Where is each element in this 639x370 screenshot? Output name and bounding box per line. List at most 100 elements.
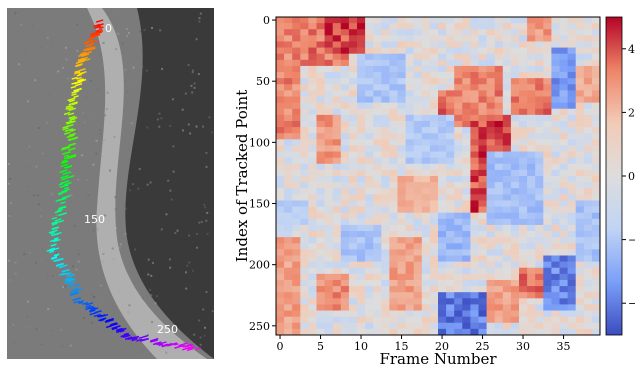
heatmap-cell	[357, 29, 366, 36]
heatmap-cell	[405, 218, 415, 226]
heatmap-cell	[527, 163, 536, 171]
heatmap-cell	[348, 84, 358, 91]
heatmap-cell	[446, 206, 455, 214]
heatmap-cell	[591, 292, 601, 299]
heatmap-cell	[462, 29, 471, 36]
heatmap-cell	[397, 292, 406, 299]
heatmap-cell	[365, 29, 374, 36]
heatmap-cell	[373, 23, 382, 30]
heatmap-cell	[502, 279, 512, 287]
heatmap-cell	[454, 243, 463, 250]
heatmap-cell	[543, 261, 552, 269]
heatmap-cell	[494, 96, 504, 104]
heatmap-cell	[332, 273, 342, 281]
heatmap-cell	[405, 292, 415, 299]
heatmap-cell	[551, 53, 560, 61]
heatmap-cell	[575, 163, 585, 171]
heatmap-cell	[454, 255, 463, 263]
heatmap-cell	[446, 114, 455, 122]
heatmap-cell	[324, 139, 334, 146]
heatmap-cell	[470, 169, 479, 177]
heatmap-cell	[389, 267, 398, 275]
heatmap-cell	[470, 328, 479, 336]
heatmap-cell	[348, 78, 358, 85]
heatmap-cell	[438, 145, 447, 152]
heatmap-cell	[276, 298, 285, 305]
heatmap-cell	[559, 206, 568, 214]
heatmap-cell	[454, 17, 463, 24]
heatmap-cell	[292, 108, 301, 116]
heatmap-cell	[535, 243, 544, 250]
heatmap-cell	[575, 255, 585, 263]
heatmap-cell	[300, 102, 309, 110]
x-tick-label: 35	[557, 340, 571, 353]
heatmap-cell	[535, 298, 544, 305]
heatmap-cell	[559, 292, 568, 299]
tracked-point-arrow	[53, 253, 60, 257]
heatmap-cell	[510, 243, 520, 250]
tracked-point-arrow	[100, 317, 107, 321]
heatmap-cell	[365, 53, 374, 61]
heatmap-cell	[429, 17, 439, 24]
heatmap-cell	[308, 139, 317, 146]
heatmap-cell	[292, 206, 301, 214]
heatmap-cell	[397, 114, 406, 122]
heatmap-cell	[583, 84, 593, 91]
heatmap-cell	[300, 194, 309, 201]
heatmap-cell	[405, 273, 415, 281]
heatmap-cell	[583, 182, 593, 189]
heatmap-cell	[462, 169, 471, 177]
heatmap-cell	[389, 157, 398, 165]
heatmap-cell	[510, 139, 520, 146]
heatmap-cell	[494, 84, 504, 91]
heatmap-cell	[381, 249, 390, 256]
heatmap-cell	[373, 151, 382, 159]
tracked-point-arrow	[51, 232, 59, 237]
heatmap-cell	[519, 53, 528, 61]
heatmap-cell	[413, 163, 423, 171]
heatmap-cell	[454, 65, 463, 73]
heatmap-cell	[413, 231, 423, 238]
heatmap-cell	[446, 151, 455, 159]
heatmap-cell	[470, 157, 479, 165]
heatmap-cell	[551, 90, 560, 97]
heatmap-cell	[365, 151, 374, 159]
heatmap-cell	[551, 286, 560, 293]
heatmap-cell	[510, 304, 520, 311]
colorbar-tick-label: 4	[628, 43, 635, 56]
heatmap-cell	[276, 157, 285, 165]
heatmap-cell	[324, 224, 334, 232]
heatmap-cell	[421, 78, 431, 85]
heatmap-cell	[405, 65, 415, 73]
heatmap-cell	[462, 41, 471, 48]
tracked-point-arrow	[95, 19, 104, 23]
heatmap-cell	[470, 78, 479, 85]
heatmap-cell	[551, 231, 560, 238]
heatmap-cell	[389, 72, 398, 79]
heatmap-cell	[381, 127, 390, 134]
heatmap-cell	[357, 224, 366, 232]
heatmap-cell	[389, 273, 398, 281]
heatmap-cell	[284, 328, 293, 336]
heatmap-cell	[567, 212, 577, 220]
heatmap-cell	[381, 316, 390, 324]
heatmap-cell	[340, 304, 350, 311]
heatmap-cell	[292, 231, 301, 238]
heatmap-cell	[308, 206, 317, 214]
heatmap-cell	[324, 23, 334, 30]
heatmap-cell	[381, 169, 390, 177]
heatmap-cell	[462, 47, 471, 55]
heatmap-cell	[397, 182, 406, 189]
heatmap-cell	[429, 163, 439, 171]
heatmap-cell	[502, 163, 512, 171]
heatmap-cell	[575, 237, 585, 244]
heatmap-cell	[494, 224, 504, 232]
heatmap-cell	[510, 279, 520, 287]
tracked-points	[46, 19, 201, 352]
x-tick-label: 0	[277, 340, 284, 353]
heatmap-cell	[535, 145, 544, 152]
heatmap-cell	[486, 151, 496, 159]
heatmap-cell	[340, 72, 350, 79]
heatmap-cell	[535, 59, 544, 67]
heatmap-cell	[373, 310, 382, 318]
